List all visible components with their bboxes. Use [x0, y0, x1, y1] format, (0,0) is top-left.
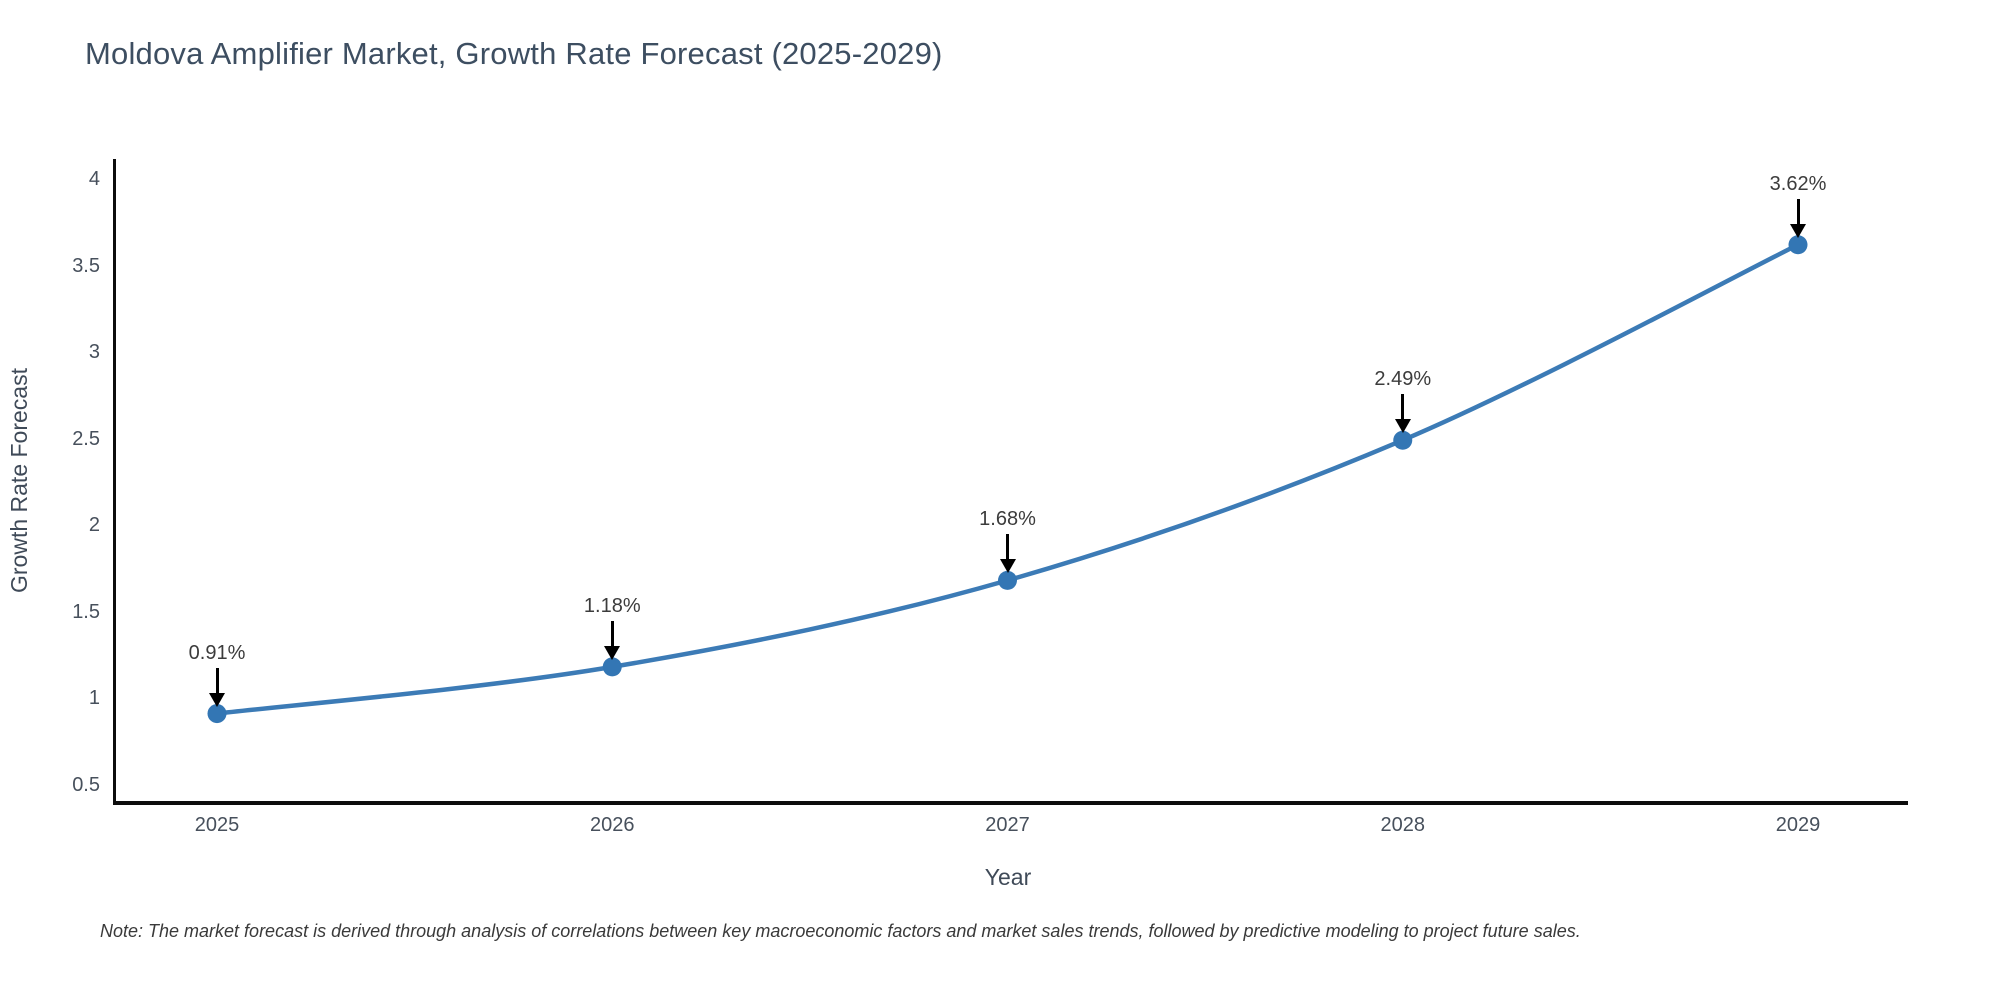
y-tick-label: 3	[88, 341, 100, 363]
annotation-arrow-head-icon	[999, 559, 1016, 574]
annotation-arrow-head-icon	[209, 692, 225, 707]
x-tick-label: 2026	[590, 814, 635, 836]
y-tick-label: 1	[88, 687, 100, 709]
annotation-arrow-line	[1401, 394, 1405, 421]
y-tick-label: 1.5	[72, 600, 100, 623]
x-tick-label: 2029	[1775, 814, 1821, 836]
point-annotation-label: 3.62%	[1769, 172, 1827, 195]
y-tick-label: 3.5	[72, 254, 100, 277]
point-annotation-label: 1.18%	[583, 594, 641, 617]
annotation-arrow-head-icon	[1394, 419, 1411, 434]
chart-note: Note: The market forecast is derived thr…	[100, 921, 1581, 941]
annotation-arrow-line	[1796, 198, 1800, 225]
x-axis-label: Year	[984, 864, 1032, 890]
annotation-arrow-line	[215, 667, 219, 694]
annotation-arrow-line	[1006, 534, 1009, 561]
annotation-arrow-head-icon	[1790, 223, 1806, 238]
x-tick-label: 2027	[985, 814, 1030, 836]
y-tick-label: 0.5	[72, 773, 100, 796]
point-annotation-label: 0.91%	[188, 641, 246, 664]
annotation-arrow-line	[610, 620, 614, 647]
point-annotation-label: 1.68%	[979, 508, 1036, 531]
x-tick-label: 2028	[1380, 814, 1426, 836]
chart-title: Moldova Amplifier Market, Growth Rate Fo…	[85, 36, 943, 71]
annotation-arrow-head-icon	[604, 645, 621, 660]
plot-area	[113, 159, 1908, 805]
y-tick-label: 2.5	[72, 427, 100, 450]
y-tick-label: 4	[88, 168, 100, 190]
point-annotation-label: 2.49%	[1374, 368, 1432, 391]
x-tick-label: 2025	[194, 814, 240, 836]
y-tick-label: 2	[88, 514, 100, 536]
